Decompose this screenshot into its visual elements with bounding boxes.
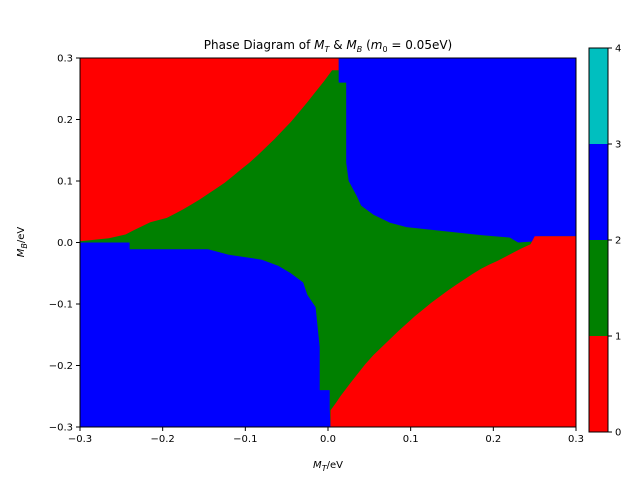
colorbar: 0 1 2 3 4 xyxy=(588,44,621,439)
x-tick-label: −0.1 xyxy=(233,434,257,445)
colorbar-tick-label: 2 xyxy=(615,236,621,247)
phase-region-upper-left xyxy=(80,58,339,242)
colorbar-tick-label: 0 xyxy=(615,428,621,439)
x-tick-label: 0.1 xyxy=(403,434,419,445)
x-tick-label: 0.0 xyxy=(320,434,336,445)
colorbar-segment xyxy=(589,48,608,144)
y-axis: −0.3 −0.2 −0.1 0.0 0.1 0.2 0.3 xyxy=(49,54,80,434)
colorbar-segment xyxy=(589,240,608,336)
colorbar-tick-label: 4 xyxy=(615,44,621,55)
y-tick-label: 0.1 xyxy=(57,177,73,188)
y-tick-label: −0.2 xyxy=(49,361,73,372)
x-tick-label: 0.3 xyxy=(568,434,584,445)
chart-title: Phase Diagram of MT & MB (m0 = 0.05eV) xyxy=(204,38,452,54)
y-tick-label: 0.0 xyxy=(57,238,73,249)
colorbar-segment xyxy=(589,336,608,432)
colorbar-segment xyxy=(589,144,608,240)
phase-region-upper-right xyxy=(338,58,576,243)
y-tick-label: 0.2 xyxy=(57,115,73,126)
x-axis: −0.3 −0.2 −0.1 0.0 0.1 0.2 0.3 xyxy=(68,427,584,445)
x-tick-label: 0.2 xyxy=(485,434,501,445)
phase-region-lower-left xyxy=(80,242,331,427)
y-tick-label: −0.3 xyxy=(49,423,73,434)
colorbar-tick-label: 3 xyxy=(615,140,621,151)
x-axis-label: MT/eV xyxy=(313,460,343,473)
x-tick-label: −0.2 xyxy=(151,434,175,445)
y-tick-label: 0.3 xyxy=(57,54,73,65)
y-tick-label: −0.1 xyxy=(49,300,73,311)
y-axis-label: MB/eV xyxy=(16,227,29,258)
colorbar-tick-label: 1 xyxy=(615,332,621,343)
phase-region-lower-right xyxy=(330,236,576,427)
x-tick-label: −0.3 xyxy=(68,434,92,445)
plot-area xyxy=(80,58,576,427)
